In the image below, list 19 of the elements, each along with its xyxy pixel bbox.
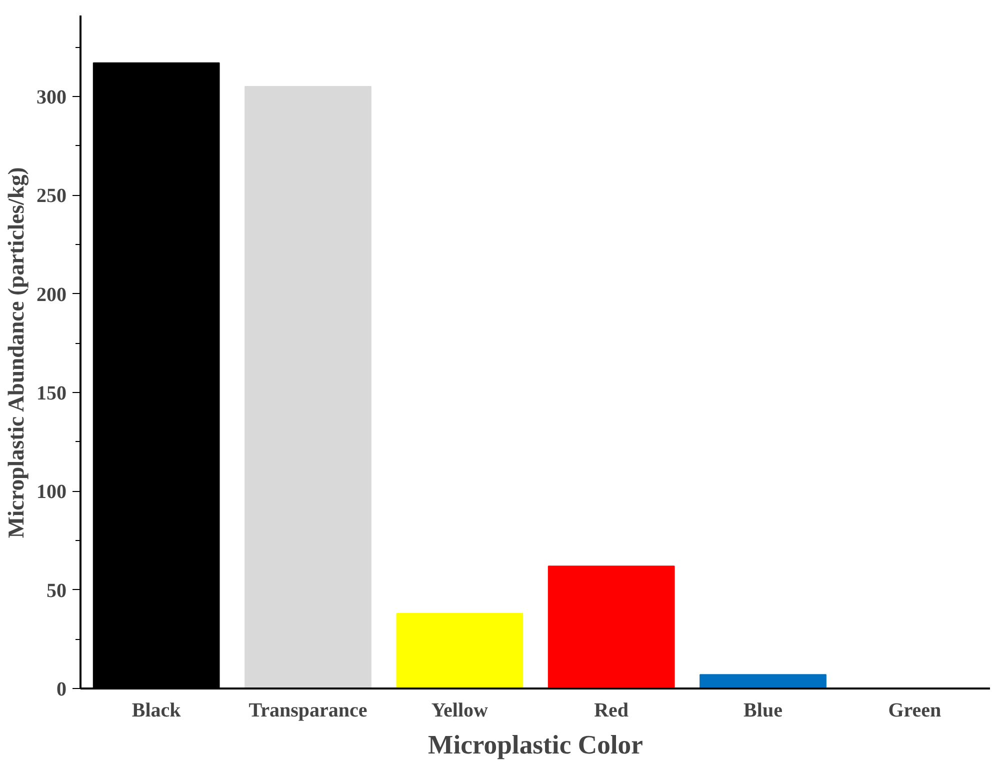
x-tick-label: Black bbox=[132, 700, 182, 722]
x-tick-label: Yellow bbox=[431, 700, 489, 722]
y-tick-label: 100 bbox=[36, 481, 66, 504]
x-tick-label: Red bbox=[594, 700, 629, 722]
bar bbox=[548, 566, 675, 688]
bar bbox=[244, 86, 372, 688]
y-tick-label: 200 bbox=[36, 284, 66, 306]
y-tick-label: 300 bbox=[36, 86, 66, 108]
bar bbox=[700, 674, 826, 688]
y-tick-label: 50 bbox=[46, 580, 66, 602]
y-axis-title: Microplastic Abundance (particles/kg) bbox=[4, 167, 28, 538]
x-tick-label: Transparance bbox=[248, 700, 368, 722]
y-tick-label: 150 bbox=[36, 382, 66, 404]
y-tick-label: 0 bbox=[56, 678, 66, 700]
y-tick-label: 250 bbox=[36, 185, 66, 208]
bar bbox=[396, 613, 524, 688]
x-axis-title: Microplastic Color bbox=[428, 730, 644, 760]
x-tick-label: Green bbox=[888, 700, 942, 722]
x-tick-label: Blue bbox=[744, 700, 783, 722]
